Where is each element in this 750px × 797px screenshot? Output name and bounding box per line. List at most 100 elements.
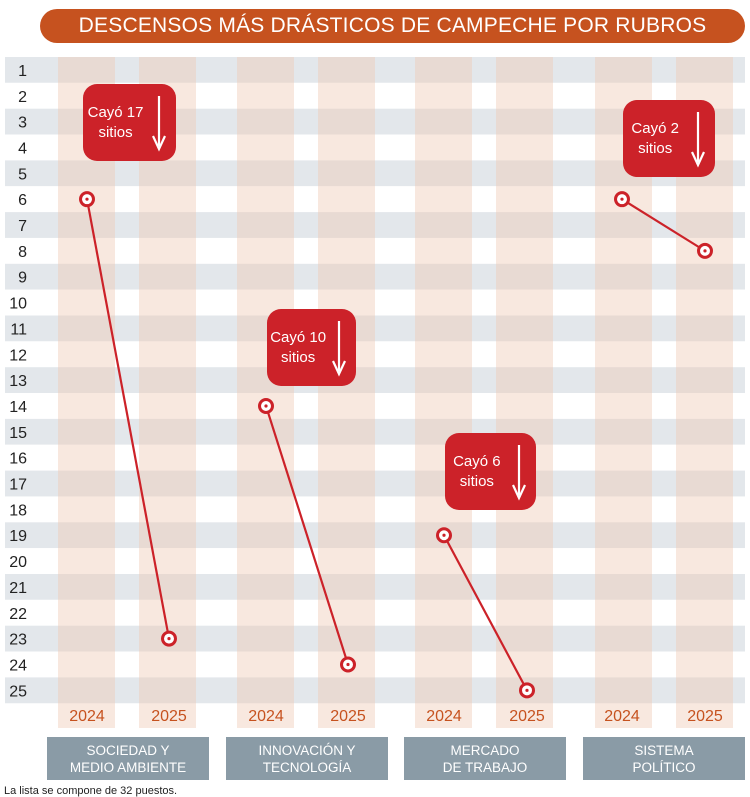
data-point-center xyxy=(525,688,529,692)
y-tick-label: 4 xyxy=(18,140,27,157)
year-label: 2025 xyxy=(687,708,723,725)
callout-line2: sitios xyxy=(459,472,494,490)
data-point-center xyxy=(85,197,89,201)
y-tick-label: 22 xyxy=(9,606,27,623)
year-label: 2025 xyxy=(509,708,545,725)
category-label-line1: SISTEMA xyxy=(634,742,694,758)
year-label: 2025 xyxy=(151,708,187,725)
category-label-line2: TECNOLOGÍA xyxy=(262,759,352,775)
row-band xyxy=(5,315,745,342)
callout-line1: Cayó 2 xyxy=(631,119,679,137)
row-band xyxy=(5,263,745,290)
callout-line2: sitios xyxy=(98,123,133,141)
category-label-line2: POLÍTICO xyxy=(632,759,696,775)
callout-text: Cayó 10 sitios xyxy=(267,309,329,386)
year-label: 2024 xyxy=(248,708,284,725)
column-band xyxy=(496,57,553,728)
callout-text: Cayó 17 sitios xyxy=(83,84,148,161)
category-label-line2: DE TRABAJO xyxy=(442,759,528,775)
row-band xyxy=(5,548,745,574)
row-band xyxy=(5,341,745,368)
row-band xyxy=(5,289,745,316)
category-label-line1: INNOVACIÓN Y xyxy=(258,742,356,758)
arrow-down-icon xyxy=(152,96,166,152)
category-label-sociedad: SOCIEDAD Y MEDIO AMBIENTE xyxy=(47,737,209,780)
row-band xyxy=(5,160,745,187)
category-label-line2: MEDIO AMBIENTE xyxy=(69,759,187,775)
category-label-innovacion: INNOVACIÓN Y TECNOLOGÍA xyxy=(226,737,388,780)
arrow-down-icon xyxy=(512,445,526,501)
arrow-down-icon xyxy=(691,112,705,168)
row-band xyxy=(5,651,745,678)
category-label-mercado: MERCADO DE TRABAJO xyxy=(404,737,566,780)
slope-line xyxy=(621,198,706,252)
y-tick-label: 6 xyxy=(18,192,27,209)
data-point-center xyxy=(346,662,350,667)
y-tick-label: 8 xyxy=(18,244,27,261)
slope-chart: 1234567891011121314151617181920212223242… xyxy=(5,57,745,728)
callout-text: Cayó 6 sitios xyxy=(445,433,509,510)
column-band xyxy=(139,57,196,728)
year-label: 2024 xyxy=(69,708,105,725)
y-tick-label: 2 xyxy=(18,89,27,106)
y-tick-label: 16 xyxy=(9,451,27,468)
y-tick-label: 18 xyxy=(9,502,27,519)
category-label-line1: SOCIEDAD Y xyxy=(86,742,170,758)
slope-line xyxy=(443,534,528,691)
row-band xyxy=(5,444,745,471)
y-tick-label: 15 xyxy=(9,425,27,442)
row-band xyxy=(5,57,745,83)
y-tick-label: 23 xyxy=(9,632,27,649)
y-tick-label: 13 xyxy=(9,373,27,390)
slope-line xyxy=(85,198,171,639)
data-point-center xyxy=(703,249,707,253)
callout-line1: Cayó 17 xyxy=(87,103,144,121)
y-tick-label: 19 xyxy=(9,528,27,545)
footnote: La lista se compone de 32 puestos. xyxy=(4,785,178,797)
column-band xyxy=(415,57,472,728)
callout-line1: Cayó 10 xyxy=(270,328,327,346)
callout-badge: Cayó 17 sitios xyxy=(83,84,176,161)
row-band xyxy=(5,367,745,394)
arrow-down-icon xyxy=(332,321,346,377)
callout-badge: Cayó 6 sitios xyxy=(445,433,536,510)
row-band xyxy=(5,212,745,238)
data-point-center xyxy=(264,404,268,408)
slope-line xyxy=(264,405,350,665)
category-label-sistema: SISTEMA POLÍTICO xyxy=(583,737,745,780)
y-tick-label: 11 xyxy=(10,321,27,338)
callout-badge: Cayó 2 sitios xyxy=(623,100,715,177)
callout-line2: sitios xyxy=(281,348,316,366)
y-tick-label: 21 xyxy=(9,580,27,597)
y-tick-label: 10 xyxy=(9,296,27,313)
y-tick-label: 1 xyxy=(18,63,27,80)
y-tick-label: 12 xyxy=(9,347,27,364)
column-band xyxy=(237,57,294,728)
y-tick-label: 9 xyxy=(18,270,27,287)
chart-title: DESCENSOS MÁS DRÁSTICOS DE CAMPECHE POR … xyxy=(40,9,745,43)
row-band xyxy=(5,393,745,419)
y-tick-label: 24 xyxy=(9,657,27,674)
y-tick-label: 20 xyxy=(9,554,27,571)
row-band xyxy=(5,599,745,626)
callout-line1: Cayó 6 xyxy=(453,452,501,470)
callout-line2: sitios xyxy=(638,139,673,157)
y-tick-label: 17 xyxy=(9,477,27,494)
y-tick-label: 3 xyxy=(18,115,27,132)
callout-badge: Cayó 10 sitios xyxy=(267,309,356,386)
year-label: 2024 xyxy=(604,708,640,725)
data-point-center xyxy=(442,533,446,537)
row-band xyxy=(5,522,745,549)
year-label: 2025 xyxy=(330,708,366,725)
row-band xyxy=(5,470,745,497)
y-tick-label: 25 xyxy=(9,683,27,700)
y-tick-label: 7 xyxy=(18,218,27,235)
callout-text: Cayó 2 sitios xyxy=(623,100,687,177)
row-band xyxy=(5,625,745,652)
y-tick-label: 5 xyxy=(18,166,27,183)
row-band xyxy=(5,237,745,264)
year-label: 2024 xyxy=(426,708,462,725)
row-band xyxy=(5,677,745,704)
y-tick-label: 14 xyxy=(9,399,27,416)
column-band xyxy=(58,57,115,728)
